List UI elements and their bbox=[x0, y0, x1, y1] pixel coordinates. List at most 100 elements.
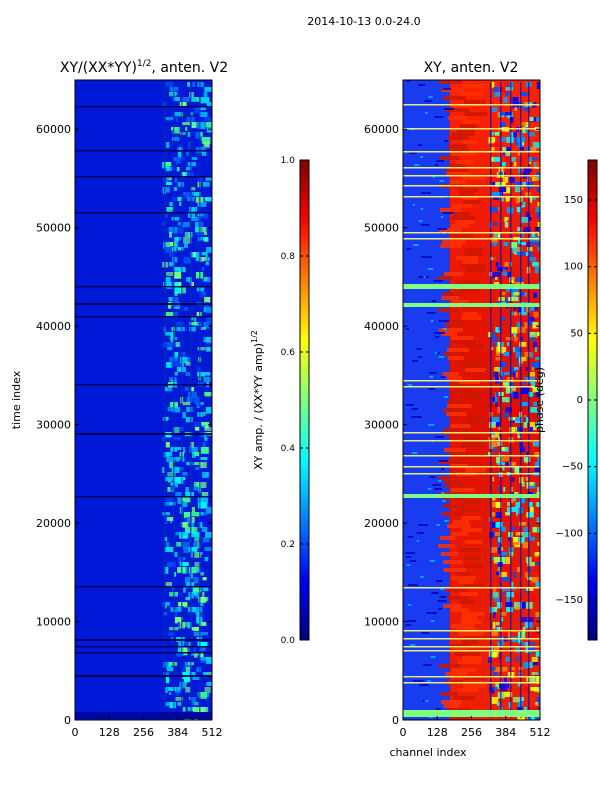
right-heatmap-cell bbox=[493, 672, 497, 678]
left-colorbar-tick-label: 0.2 bbox=[281, 540, 295, 550]
left-heatmap-cell bbox=[177, 197, 183, 202]
left-heatmap-cell bbox=[173, 312, 179, 319]
right-heatmap-cell bbox=[534, 117, 540, 122]
left-colorbar-label-power: 1/2 bbox=[250, 330, 259, 343]
left-heatmap-cell bbox=[165, 477, 174, 481]
right-heatmap-cell bbox=[512, 297, 519, 302]
right-heatmap-cell bbox=[496, 602, 502, 609]
right-heatmap-red-edge bbox=[462, 140, 479, 144]
right-heatmap-cell bbox=[534, 462, 540, 468]
left-heatmap-cell bbox=[183, 237, 192, 244]
right-heatmap-cell bbox=[524, 352, 531, 357]
right-heatmap-cell bbox=[495, 182, 500, 187]
right-heatmap-cell bbox=[534, 497, 539, 502]
left-heatmap-dark-row bbox=[75, 316, 212, 318]
right-heatmap-cell bbox=[525, 167, 530, 173]
left-heatmap-cell bbox=[181, 502, 188, 508]
right-heatmap-cell bbox=[490, 547, 498, 553]
right-heatmap-flag-row bbox=[403, 386, 540, 388]
right-heatmap-cell bbox=[525, 252, 530, 256]
left-heatmap-cell bbox=[187, 212, 196, 218]
right-heatmap-cell bbox=[533, 562, 540, 566]
left-heatmap-cell bbox=[195, 132, 201, 139]
right-heatmap-cell bbox=[502, 587, 511, 592]
right-heatmap-cell bbox=[494, 367, 500, 372]
left-heatmap-cell bbox=[194, 562, 201, 567]
left-heatmap-cell bbox=[205, 262, 209, 266]
right-heatmap-red-edge bbox=[447, 596, 469, 600]
left-heatmap-cell bbox=[198, 227, 206, 233]
right-heatmap-cell bbox=[491, 107, 498, 112]
right-heatmap-cell bbox=[513, 307, 516, 311]
right-heatmap-red-edge bbox=[438, 328, 463, 332]
left-heatmap-cell bbox=[180, 287, 186, 294]
left-heatmap-cell bbox=[206, 257, 209, 264]
right-heatmap-cell bbox=[493, 92, 501, 98]
left-heatmap-cell bbox=[181, 667, 190, 673]
right-heatmap-cell bbox=[504, 632, 512, 639]
right-heatmap-cell bbox=[534, 267, 539, 274]
left-heatmap-cell bbox=[165, 452, 173, 457]
right-heatmap-cell bbox=[503, 352, 510, 357]
left-heatmap-cell bbox=[177, 497, 182, 504]
left-heatmap-cell bbox=[196, 367, 201, 372]
right-heatmap-cell bbox=[497, 442, 503, 446]
right-heatmap-flag-row bbox=[403, 682, 540, 684]
left-heatmap-cell bbox=[203, 232, 208, 236]
right-colorbar-tick-label: −150 bbox=[556, 595, 583, 606]
right-heatmap-red-edge bbox=[457, 548, 481, 552]
right-heatmap-cell bbox=[501, 617, 504, 622]
left-heatmap-cell bbox=[167, 632, 175, 636]
right-heatmap-blue-streak bbox=[431, 592, 439, 594]
right-heatmap-cell bbox=[494, 277, 498, 281]
left-heatmap-cell bbox=[186, 407, 193, 412]
right-heatmap-cell bbox=[520, 122, 527, 126]
right-heatmap-cell bbox=[513, 332, 517, 338]
right-heatmap-flag-band bbox=[403, 303, 540, 307]
left-heatmap-cell bbox=[195, 222, 199, 229]
right-heatmap-cell bbox=[513, 392, 519, 399]
left-heatmap-cell bbox=[205, 307, 212, 313]
right-heatmap-cell bbox=[527, 562, 535, 567]
left-heatmap-cell bbox=[197, 372, 206, 377]
left-ylabel: time index bbox=[10, 370, 23, 429]
right-heatmap-cyan-streak bbox=[431, 620, 435, 622]
right-heatmap-cell bbox=[497, 542, 501, 547]
right-heatmap-blue-streak bbox=[417, 144, 422, 146]
right-heatmap-cell bbox=[501, 87, 509, 94]
right-heatmap-cell bbox=[493, 597, 500, 602]
left-heatmap-cell bbox=[173, 267, 180, 272]
right-heatmap-cell bbox=[537, 212, 540, 218]
left-heatmap-stripe bbox=[181, 82, 183, 718]
right-heatmap-cell bbox=[512, 162, 517, 167]
left-heatmap-cell bbox=[174, 372, 178, 376]
right-heatmap-cell bbox=[491, 192, 499, 197]
right-heatmap-cyan-streak bbox=[428, 96, 433, 98]
right-heatmap-red-edge bbox=[446, 412, 467, 416]
right-heatmap-blue-streak bbox=[433, 280, 444, 282]
left-heatmap-cell bbox=[171, 362, 181, 367]
left-heatmap-cell bbox=[184, 662, 192, 669]
left-heatmap-cell bbox=[166, 542, 170, 549]
left-heatmap-cell bbox=[172, 607, 177, 611]
right-heatmap-cell bbox=[501, 137, 506, 142]
left-heatmap-cell bbox=[201, 212, 209, 219]
left-heatmap-cell bbox=[202, 257, 210, 261]
right-heatmap-cell bbox=[511, 407, 516, 413]
right-heatmap-cell bbox=[528, 392, 534, 397]
right-ytick-label: 50000 bbox=[364, 222, 399, 235]
left-heatmap-cell bbox=[177, 152, 183, 159]
left-heatmap-cell bbox=[172, 92, 178, 96]
right-heatmap-red-edge bbox=[461, 456, 479, 460]
right-heatmap-cell bbox=[536, 717, 540, 720]
right-heatmap-cell bbox=[495, 392, 498, 398]
right-heatmap-red-edge bbox=[462, 656, 483, 660]
left-heatmap-cell bbox=[167, 472, 176, 477]
right-heatmap-red-edge bbox=[453, 696, 475, 700]
right-heatmap-blue-streak bbox=[405, 404, 414, 406]
left-ytick-label: 20000 bbox=[36, 517, 71, 530]
left-colorbar-tick-label: 1.0 bbox=[281, 156, 296, 166]
right-heatmap-cell bbox=[517, 682, 521, 687]
right-heatmap-red-edge bbox=[446, 172, 472, 176]
right-heatmap-cell bbox=[502, 577, 510, 582]
